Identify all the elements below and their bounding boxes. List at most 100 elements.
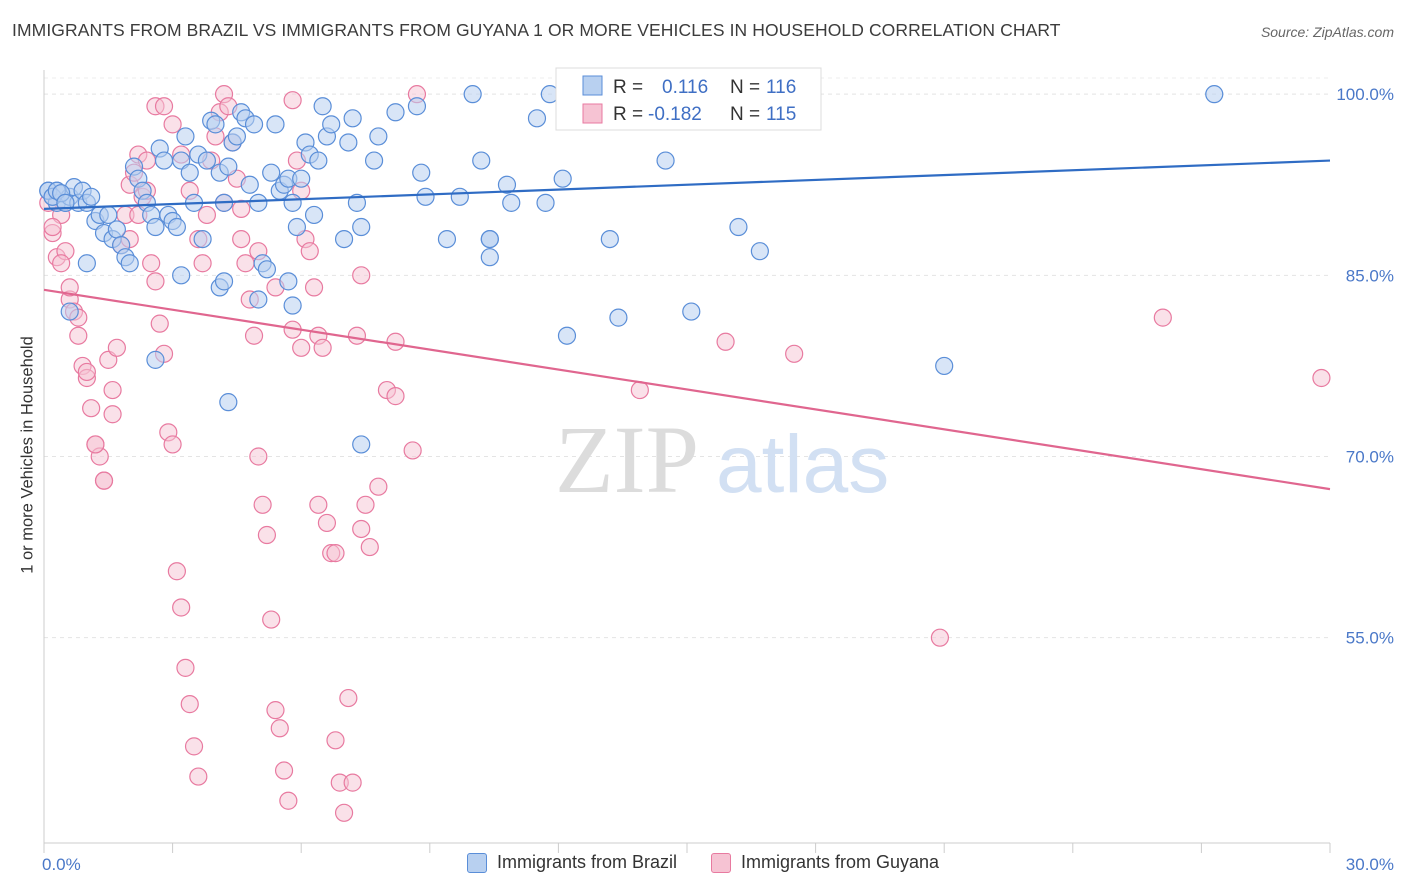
brazil-point-31 bbox=[167, 217, 186, 237]
brazil-point-69 bbox=[339, 133, 358, 152]
brazil-point-76 bbox=[407, 97, 427, 116]
brazil-point-71 bbox=[347, 193, 367, 212]
brazil-point-101 bbox=[146, 350, 165, 369]
brazil-points bbox=[39, 85, 1224, 454]
guyana-point-91 bbox=[77, 362, 96, 382]
guyana-point-31 bbox=[172, 598, 191, 617]
brazil-point-100 bbox=[77, 254, 96, 273]
chart-title: IMMIGRANTS FROM BRAZIL VS IMMIGRANTS FRO… bbox=[12, 20, 1061, 40]
guyana-point-48 bbox=[244, 326, 264, 345]
guyana-point-110 bbox=[309, 495, 328, 514]
guyana-point-51 bbox=[257, 525, 277, 545]
guyana-point-70 bbox=[339, 688, 358, 708]
watermark-atlas: atlas bbox=[716, 419, 889, 510]
brazil-point-26 bbox=[146, 217, 165, 237]
brazil-point-78 bbox=[416, 187, 435, 206]
brazil-point-89 bbox=[600, 229, 619, 249]
guyana-point-35 bbox=[189, 767, 208, 786]
guyana-point-65 bbox=[317, 513, 337, 533]
guyana-point-36 bbox=[193, 254, 212, 273]
brazil-point-80 bbox=[463, 85, 482, 104]
source-label: Source: ZipAtlas.com bbox=[1260, 24, 1394, 40]
guyana-point-93 bbox=[94, 471, 114, 490]
trend-lines bbox=[43, 159, 1331, 491]
guyana-point-82 bbox=[716, 332, 735, 351]
brazil-point-79 bbox=[437, 229, 457, 249]
guyana-point-99 bbox=[154, 97, 174, 116]
y-tick-label-1: 85.0% bbox=[1346, 266, 1394, 285]
guyana-point-25 bbox=[146, 272, 165, 291]
guyana-point-24 bbox=[142, 254, 161, 273]
guyana-point-87 bbox=[43, 217, 62, 237]
guyana-point-100 bbox=[163, 115, 182, 134]
guyana-point-64 bbox=[313, 338, 332, 357]
guyana-point-32 bbox=[176, 658, 195, 677]
y-tick-label-2: 70.0% bbox=[1346, 448, 1394, 467]
legend-swatch-brazil-bottom bbox=[466, 852, 487, 873]
guyana-point-78 bbox=[386, 332, 405, 351]
guyana-point-113 bbox=[386, 387, 405, 406]
legend-r-label-guyana: R = bbox=[613, 104, 643, 125]
brazil-point-64 bbox=[309, 151, 328, 170]
guyana-point-55 bbox=[274, 761, 294, 780]
guyana-point-53 bbox=[266, 701, 285, 720]
guyana-point-111 bbox=[326, 544, 345, 563]
brazil-point-111 bbox=[480, 248, 499, 267]
brazil-point-45 bbox=[227, 127, 246, 146]
brazil-point-99 bbox=[60, 302, 79, 321]
guyana-point-29 bbox=[163, 435, 182, 454]
legend-r-label-brazil: R = bbox=[613, 77, 643, 98]
brazil-point-95 bbox=[729, 217, 748, 237]
brazil-point-67 bbox=[322, 115, 341, 134]
brazil-point-85 bbox=[536, 193, 555, 212]
guyana-point-76 bbox=[369, 477, 388, 496]
watermark-zip: ZIP bbox=[555, 406, 699, 513]
guyana-point-67 bbox=[326, 731, 345, 750]
brazil-point-110 bbox=[450, 187, 469, 206]
brazil-point-34 bbox=[180, 163, 199, 182]
brazil-point-48 bbox=[240, 175, 259, 194]
brazil-point-90 bbox=[609, 308, 628, 327]
guyana-point-79 bbox=[403, 441, 422, 460]
brazil-point-107 bbox=[279, 272, 298, 291]
guyana-point-83 bbox=[785, 344, 804, 363]
guyana-point-16 bbox=[107, 338, 126, 357]
x-tick-label-min: 0.0% bbox=[42, 855, 81, 874]
brazil-point-63 bbox=[304, 205, 324, 225]
brazil-point-58 bbox=[283, 193, 302, 212]
brazil-point-108 bbox=[283, 296, 302, 315]
legend-label-brazil: Immigrants from Brazil bbox=[496, 852, 677, 872]
guyana-point-57 bbox=[283, 91, 302, 110]
guyana-point-15 bbox=[103, 405, 122, 424]
brazil-point-50 bbox=[249, 193, 268, 212]
brazil-point-113 bbox=[480, 229, 499, 249]
guyana-point-75 bbox=[360, 537, 379, 557]
series-legend: Immigrants from Brazil Immigrants from G… bbox=[0, 852, 1406, 873]
brazil-point-75 bbox=[386, 103, 405, 122]
brazil-point-54 bbox=[266, 115, 285, 134]
guyana-point-33 bbox=[180, 695, 199, 714]
guyana-point-50 bbox=[253, 495, 272, 514]
guyana-point-105 bbox=[232, 229, 251, 249]
legend-item-brazil: Immigrants from Brazil bbox=[466, 852, 677, 873]
brazil-point-98 bbox=[1205, 85, 1224, 104]
brazil-point-65 bbox=[313, 97, 332, 116]
guyana-point-34 bbox=[184, 737, 204, 756]
brazil-point-84 bbox=[527, 109, 547, 128]
y-tick-labels: 100.0% 85.0% 70.0% 55.0% bbox=[1336, 85, 1394, 648]
brazil-point-11 bbox=[82, 187, 101, 206]
brazil-point-38 bbox=[197, 151, 216, 170]
guyana-point-71 bbox=[343, 773, 362, 792]
brazil-point-105 bbox=[219, 393, 238, 412]
guyana-point-90 bbox=[69, 326, 88, 345]
brazil-point-40 bbox=[206, 115, 225, 134]
brazil-point-17 bbox=[107, 220, 126, 239]
legend-r-value-brazil: 0.116 bbox=[662, 77, 708, 98]
guyana-point-72 bbox=[347, 326, 367, 345]
guyana-point-94 bbox=[103, 380, 122, 400]
legend-swatch-brazil bbox=[582, 75, 603, 96]
brazil-trend-line bbox=[43, 159, 1331, 210]
brazil-point-96 bbox=[750, 242, 769, 261]
grid-lines bbox=[44, 77, 1330, 639]
